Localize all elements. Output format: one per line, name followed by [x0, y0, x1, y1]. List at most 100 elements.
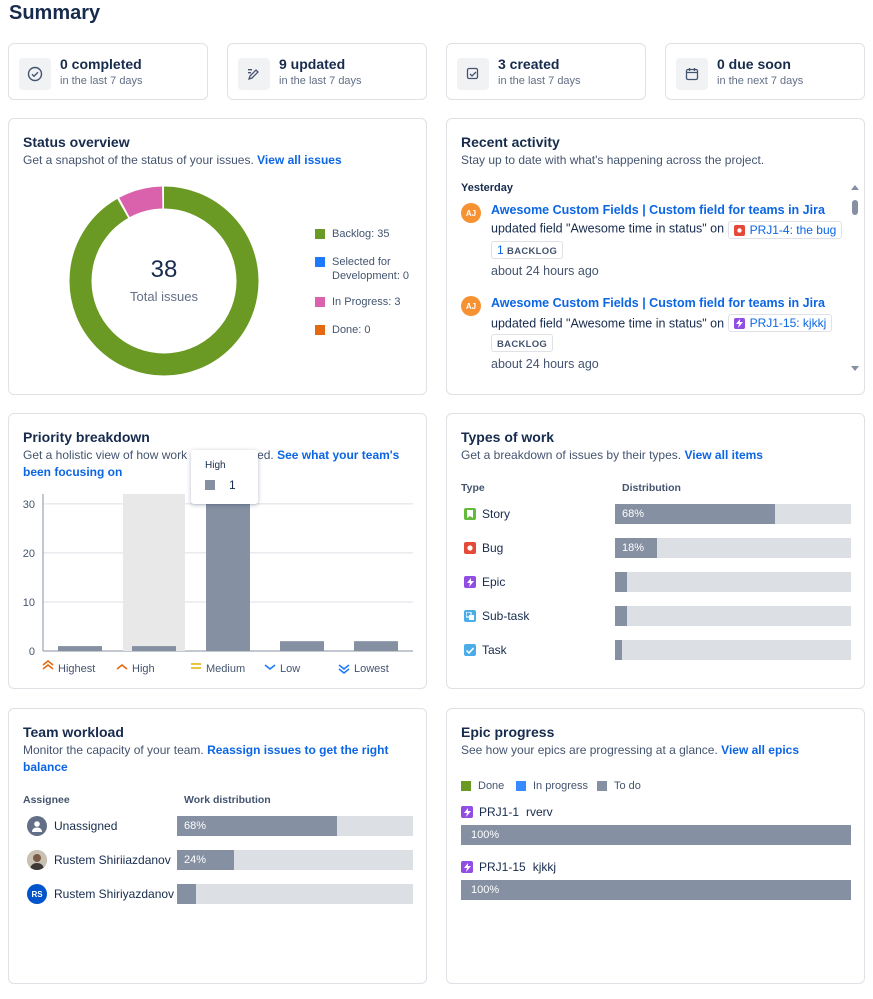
priority-high-icon — [116, 663, 128, 670]
bar-low[interactable] — [280, 641, 324, 651]
type-row-story[interactable]: Story — [464, 507, 510, 521]
activity-actor-link[interactable]: Awesome Custom Fields | Custom field for… — [491, 203, 825, 217]
view-all-issues-link[interactable]: View all issues — [257, 153, 342, 167]
stat-value: 0 completed — [60, 56, 142, 72]
distribution-bar[interactable] — [615, 640, 851, 660]
team-workload-card: Team workload Monitor the capacity of yo… — [8, 708, 427, 984]
avatar[interactable]: AJ — [461, 296, 481, 316]
check-circle-icon — [19, 58, 51, 90]
legend-selected: Selected for Development: 0 — [315, 255, 409, 283]
status-overview-card: Status overview Get a snapshot of the st… — [8, 118, 427, 395]
card-subtitle: Get a holistic view of how work ritized.… — [23, 448, 400, 479]
stat-value: 3 created — [498, 56, 560, 72]
priority-bar-chart: 0 10 20 30 Highest High Medium Low Lowest — [23, 494, 413, 675]
bar-highest[interactable] — [58, 646, 102, 651]
distribution-bar[interactable]: 68% — [615, 504, 851, 524]
issue-link[interactable]: PRJ1-4: the bug — [727, 221, 843, 239]
team-focus-link-cont[interactable]: been focusing on — [23, 465, 123, 479]
reassign-issues-link[interactable]: Reassign issues to get the right — [207, 743, 389, 757]
card-subtitle: Monitor the capacity of your team. Reass… — [23, 743, 389, 774]
priority-medium-icon — [191, 663, 201, 669]
distribution-bar[interactable]: 18% — [615, 538, 851, 558]
issue-link[interactable]: PRJ1-15: kjkkj — [727, 314, 833, 332]
legend-in-progress: In progress — [516, 779, 588, 793]
activity-action: updated field "Awesome time in status" o… — [491, 314, 833, 332]
type-row-task[interactable]: Task — [464, 643, 507, 657]
stat-caption: in the next 7 days — [717, 75, 804, 87]
bar-hover-highlight — [123, 494, 185, 651]
legend-swatch — [315, 257, 325, 267]
reassign-issues-link-cont[interactable]: balance — [23, 760, 68, 774]
stat-caption: in the last 7 days — [279, 75, 362, 87]
epic-row[interactable]: PRJ1-15 kjkkj — [461, 860, 556, 874]
priority-low-icon — [264, 664, 276, 671]
total-label: Total issues — [130, 289, 198, 304]
card-subtitle: Get a breakdown of issues by their types… — [461, 448, 763, 462]
priority-breakdown-card: Priority breakdown Get a holistic view o… — [8, 413, 427, 689]
legend-in-progress: In Progress: 3 — [315, 295, 400, 309]
bar-lowest[interactable] — [354, 641, 398, 651]
chart-tooltip: High 1 — [191, 450, 258, 504]
activity-scrollbar[interactable] — [849, 182, 861, 382]
view-all-items-link[interactable]: View all items — [684, 448, 763, 462]
stat-value: 9 updated — [279, 56, 346, 72]
epic-progress-bar[interactable]: 100% — [461, 880, 851, 900]
subtask-icon — [464, 610, 476, 622]
legend-swatch — [315, 297, 325, 307]
bar-medium[interactable] — [206, 498, 250, 651]
legend-to-do: To do — [597, 779, 641, 793]
priority-lowest-icon — [338, 664, 350, 675]
types-of-work-card: Types of work Get a breakdown of issues … — [446, 413, 865, 689]
stat-card-created[interactable]: 3 created in the last 7 days — [446, 43, 646, 100]
card-title: Team workload — [23, 724, 124, 740]
column-header-assignee: Assignee — [23, 794, 70, 806]
stat-card-due-soon[interactable]: 0 due soon in the next 7 days — [665, 43, 865, 100]
stat-card-completed[interactable]: 0 completed in the last 7 days — [8, 43, 208, 100]
y-tick-label: 10 — [23, 597, 35, 609]
card-subtitle: See how your epics are progressing at a … — [461, 743, 799, 757]
workload-bar[interactable]: 24% — [177, 850, 413, 870]
distribution-bar[interactable] — [615, 572, 851, 592]
stat-caption: in the last 7 days — [60, 75, 143, 87]
x-tick-label: Low — [280, 663, 300, 675]
column-header-distribution: Distribution — [622, 482, 681, 494]
scroll-down-icon — [851, 366, 859, 371]
assignee-row[interactable]: RS Rustem Shiriyazdanov — [27, 884, 174, 904]
task-icon — [464, 644, 476, 656]
epic-row[interactable]: PRJ1-1 rverv — [461, 805, 553, 819]
assignee-row-unassigned[interactable]: Unassigned — [27, 816, 117, 836]
bug-icon — [733, 224, 745, 236]
issue-status-badge: 1 BACKLOG — [491, 241, 564, 259]
edit-icon — [238, 58, 270, 90]
y-tick-label: 20 — [23, 548, 35, 560]
workload-bar[interactable]: 68% — [177, 816, 413, 836]
stat-caption: in the last 7 days — [498, 75, 581, 87]
type-row-epic[interactable]: Epic — [464, 575, 505, 589]
activity-time: about 24 hours ago — [491, 357, 599, 371]
x-tick-label: Lowest — [354, 663, 389, 675]
calendar-icon — [676, 58, 708, 90]
status-donut-chart: 38 Total issues — [69, 186, 259, 376]
type-row-subtask[interactable]: Sub-task — [464, 609, 529, 623]
card-title: Recent activity — [461, 134, 560, 150]
assignee-row[interactable]: Rustem Shiriiazdanov — [27, 850, 171, 870]
epic-progress-bar[interactable]: 100% — [461, 825, 851, 845]
team-focus-link[interactable]: See what your team's — [277, 448, 400, 462]
type-row-bug[interactable]: Bug — [464, 541, 503, 555]
column-header-type: Type — [461, 482, 485, 494]
activity-actor-link[interactable]: Awesome Custom Fields | Custom field for… — [491, 296, 825, 310]
stat-card-updated[interactable]: 9 updated in the last 7 days — [227, 43, 427, 100]
card-subtitle: Get a snapshot of the status of your iss… — [23, 153, 342, 167]
view-all-epics-link[interactable]: View all epics — [721, 743, 799, 757]
avatar[interactable]: AJ — [461, 203, 481, 223]
donut-slice-0[interactable] — [69, 186, 259, 376]
distribution-bar[interactable] — [615, 606, 851, 626]
legend-swatch — [315, 229, 325, 239]
legend-done: Done — [461, 779, 504, 793]
avatar — [27, 850, 47, 870]
story-icon — [464, 508, 476, 520]
bar-high[interactable] — [132, 646, 176, 651]
workload-bar[interactable] — [177, 884, 413, 904]
activity-item: AJ Awesome Custom Fields | Custom field … — [461, 296, 841, 376]
legend-backlog: Backlog: 35 — [315, 227, 389, 241]
